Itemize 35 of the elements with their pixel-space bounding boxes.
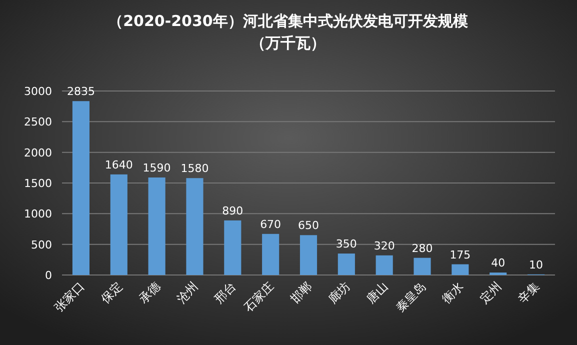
data-label: 650 (298, 219, 319, 232)
x-tick-label: 邢台 (212, 279, 239, 306)
data-label: 320 (374, 239, 395, 252)
y-tick-label: 2500 (24, 116, 52, 129)
x-tick-label: 沧州 (174, 279, 201, 306)
data-label: 1640 (104, 158, 133, 172)
chart-subtitle: （万千瓦） (250, 34, 326, 52)
chart-title: （2020-2030年）河北省集中式光伏发电可开发规模 (108, 12, 469, 30)
data-label: 1580 (180, 162, 209, 176)
y-tick-label: 1000 (24, 208, 52, 221)
x-tick-label: 承德 (136, 279, 163, 306)
x-tick-label: 辛集 (515, 279, 542, 306)
data-label: 1590 (142, 161, 171, 174)
y-tick-label: 0 (45, 269, 52, 282)
data-label: 670 (260, 218, 282, 231)
x-tick-label: 定州 (477, 279, 504, 306)
data-label: 280 (412, 242, 433, 255)
y-tick-label: 2000 (24, 146, 52, 160)
x-tick-label: 衡水 (439, 279, 466, 306)
x-tick-label: 秦皇岛 (393, 279, 428, 315)
data-label: 175 (450, 248, 471, 262)
y-tick-label: 1500 (24, 177, 52, 190)
x-tick-label: 张家口 (52, 279, 88, 315)
x-tick-label: 保定 (98, 279, 126, 306)
data-label: 10 (529, 258, 544, 272)
y-tick-label: 500 (31, 238, 52, 252)
y-tick-label: 3000 (24, 85, 52, 98)
data-label: 40 (491, 256, 506, 270)
data-label: 2835 (66, 85, 95, 98)
x-tick-label: 廊坊 (326, 279, 353, 306)
x-tick-label: 石家庄 (241, 279, 277, 315)
data-label: 890 (222, 204, 244, 218)
x-tick-label: 邯郸 (288, 279, 315, 306)
data-label: 350 (336, 238, 357, 251)
x-tick-label: 唐山 (364, 279, 390, 306)
